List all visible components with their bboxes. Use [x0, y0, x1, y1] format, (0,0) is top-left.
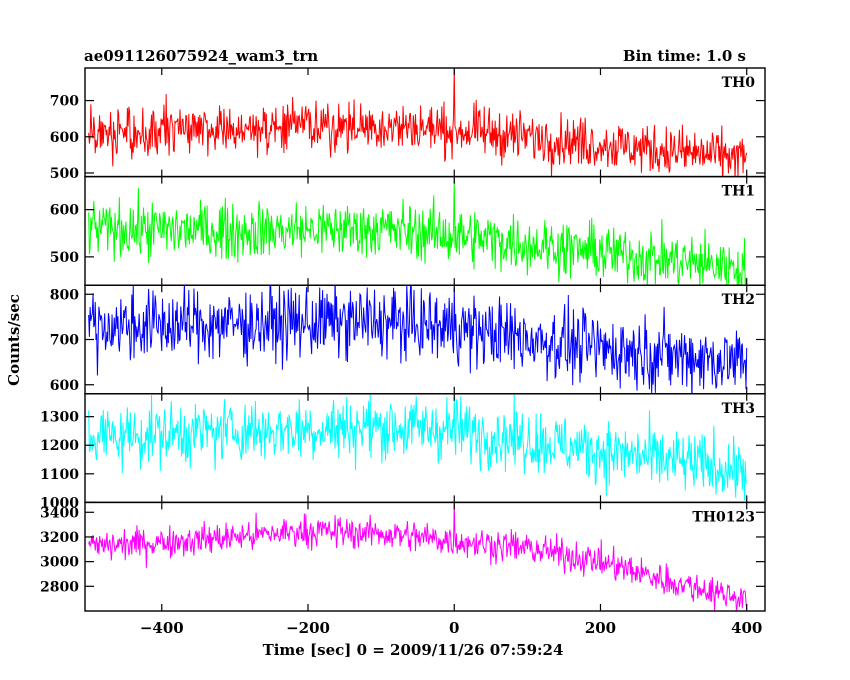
x-tick-label: 200: [585, 619, 616, 637]
y-tick-label: 500: [50, 250, 79, 266]
x-tick-label: −400: [140, 619, 184, 637]
figure-title: ae091126075924_wam3_trn: [84, 47, 318, 65]
y-tick-label: 1100: [40, 467, 79, 483]
series-line-th1: [88, 178, 747, 286]
y-axis-label: Counts/sec: [5, 294, 23, 386]
panel-name-label: TH0: [722, 75, 756, 91]
panel-th0123: 2800 3000 3200 3400 TH0123: [40, 501, 766, 612]
y-tick-label: 3000: [40, 555, 79, 571]
series-line-th3: [88, 393, 748, 501]
panel-frame: [84, 501, 766, 612]
panel-name-label: TH3: [722, 401, 755, 417]
x-axis-label: Time [sec] 0 = 2009/11/26 07:59:24: [263, 641, 564, 659]
y-tick-label: 1000: [40, 495, 79, 511]
panel-name-label: TH1: [722, 184, 755, 200]
panels-group: 500 600 700 TH0 500 600 TH1 600 700 800 TH2 1000 110…: [40, 67, 766, 637]
series-line-th0123: [88, 503, 748, 611]
x-tick-label: 0: [449, 619, 459, 637]
y-tick-label: 600: [50, 203, 79, 219]
y-tick-label: 700: [50, 94, 79, 110]
y-tick-label: 3400: [40, 505, 79, 521]
y-tick-label: 600: [50, 130, 79, 146]
x-tick-label: 400: [731, 619, 762, 637]
y-tick-label: 800: [50, 287, 79, 303]
y-tick-label: 1200: [40, 438, 79, 454]
y-tick-label: 700: [50, 333, 79, 349]
y-tick-label: 1300: [40, 410, 79, 426]
y-tick-label: 3200: [40, 530, 79, 546]
y-tick-label: 600: [50, 378, 79, 394]
panel-th0: 500 600 700 TH0: [50, 67, 766, 182]
y-tick-label: 2800: [40, 579, 79, 595]
series-line-th0: [88, 68, 748, 177]
panel-th2: 600 700 800 TH2: [50, 284, 766, 395]
panel-name-label: TH0123: [692, 509, 755, 525]
x-tick-label: −200: [286, 619, 330, 637]
panel-th1: 500 600 TH1: [50, 175, 766, 286]
panel-name-label: TH2: [722, 292, 755, 308]
series-line-th2: [88, 285, 748, 394]
y-tick-label: 500: [50, 166, 79, 182]
panel-th3: 1000 1100 1200 1300 TH3: [40, 393, 766, 511]
bin-time-label: Bin time: 1.0 s: [623, 47, 746, 65]
